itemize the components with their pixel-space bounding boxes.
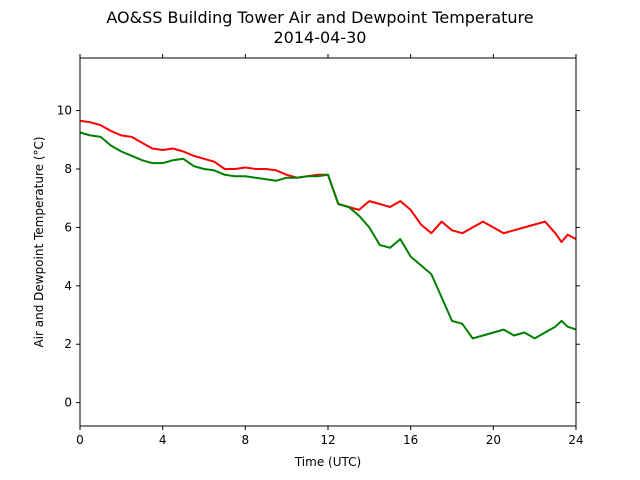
y-tick-label: 0: [64, 396, 72, 410]
y-axis-label: Air and Dewpoint Temperature (°C): [32, 136, 46, 347]
x-tick-label: 20: [486, 433, 501, 447]
chart-title-line1: AO&SS Building Tower Air and Dewpoint Te…: [106, 8, 534, 27]
chart-title: AO&SS Building Tower Air and Dewpoint Te…: [0, 8, 640, 48]
y-tick-label: 4: [64, 279, 72, 293]
plot-frame: [79, 57, 577, 427]
y-tick-label: 10: [57, 104, 72, 118]
y-tick-label: 8: [64, 162, 72, 176]
x-tick-label: 24: [568, 433, 583, 447]
series-line-1: [79, 119, 577, 243]
chart-title-line2: 2014-04-30: [273, 28, 367, 47]
x-tick-label: 0: [76, 433, 84, 447]
x-tick-label: 4: [159, 433, 167, 447]
y-tick-label: 6: [64, 220, 72, 234]
x-tick-label: 12: [320, 433, 335, 447]
y-tick-label: 2: [64, 337, 72, 351]
series-layer: [79, 119, 577, 340]
series-line-2: [79, 131, 577, 340]
x-tick-label: 16: [403, 433, 418, 447]
x-axis-label: Time (UTC): [294, 455, 361, 469]
x-tick-label: 8: [242, 433, 250, 447]
